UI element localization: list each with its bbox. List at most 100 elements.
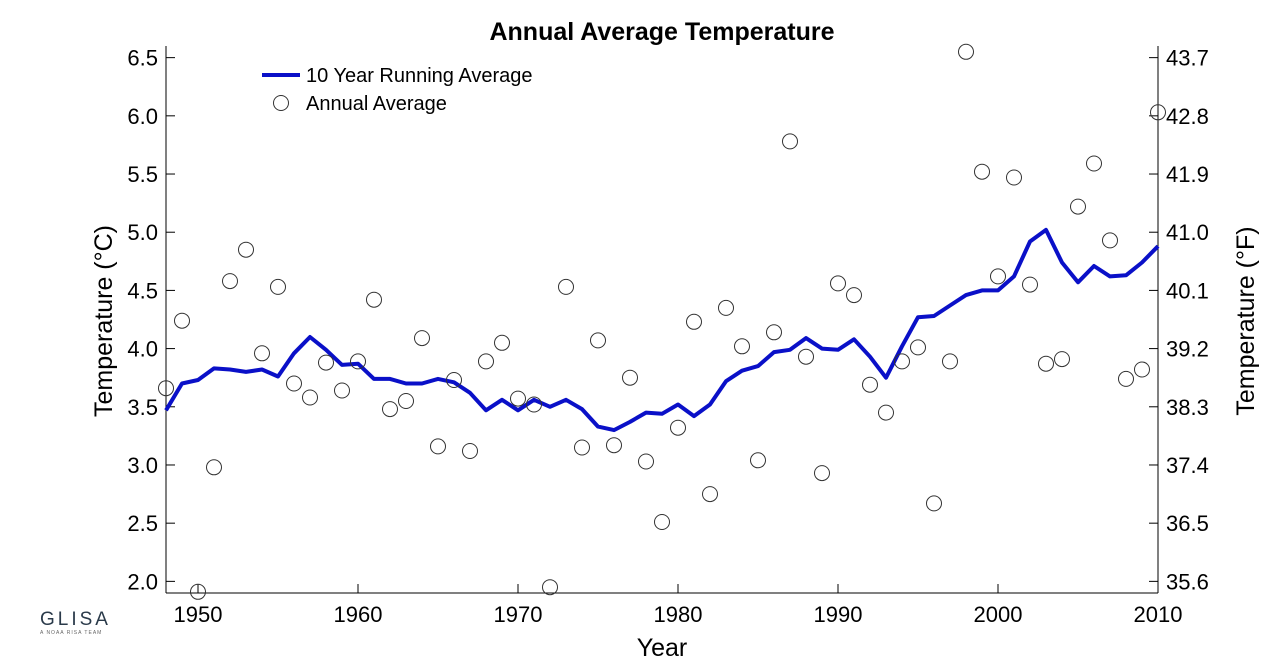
annual-average-point <box>542 579 558 596</box>
annual-average-point <box>942 353 958 370</box>
annual-average-point <box>350 353 366 370</box>
y-right-tick-label: 36.5 <box>1166 511 1209 536</box>
annual-average-point <box>1054 351 1070 368</box>
annual-average-point <box>1070 198 1086 215</box>
right-axis: 35.6 36.5 37.4 38.3 39.2 40.1 41.0 41.9 42.8 43.7 <box>1149 46 1209 594</box>
annual-average-point <box>814 465 830 482</box>
annual-average-point <box>654 514 670 530</box>
annual-average-point <box>606 437 622 454</box>
y-tick-label: 6.5 <box>127 46 158 71</box>
annual-average-point <box>958 43 974 60</box>
x-tick-label: 2000 <box>974 602 1023 627</box>
annual-average-point <box>910 339 926 356</box>
annual-average-point <box>574 439 590 456</box>
annual-average-point <box>1118 370 1134 387</box>
annual-average-point <box>414 330 430 347</box>
annual-average-point <box>382 401 398 418</box>
y-tick-label: 2.5 <box>127 511 158 536</box>
legend-label-running-average: 10 Year Running Average <box>306 65 533 87</box>
annual-average-point <box>830 275 846 292</box>
annual-average-point <box>270 278 286 295</box>
y-tick-label: 4.0 <box>127 337 158 362</box>
glisa-logo: GLISA A NOAA RISA TEAM <box>40 609 111 637</box>
left-axis: 2.0 2.5 3.0 3.5 4.0 4.5 5.0 5.5 6.0 6.5 <box>127 46 175 594</box>
annual-average-point <box>302 389 318 406</box>
series-layer <box>158 43 1166 600</box>
annual-average-point <box>190 583 206 600</box>
annual-average-point <box>846 287 862 304</box>
annual-average-point <box>702 486 718 503</box>
x-tick-label: 1980 <box>654 602 703 627</box>
annual-average-point <box>1006 169 1022 186</box>
annual-average-point <box>334 382 350 399</box>
x-axis: 1950 1960 1970 1980 1990 2000 2010 <box>174 584 1182 627</box>
annual-average-point <box>158 380 174 397</box>
annual-average-point <box>558 278 574 295</box>
annual-average-point <box>254 345 270 362</box>
plot-area <box>165 46 1159 594</box>
annual-average-point <box>718 299 734 316</box>
x-tick-label: 1960 <box>334 602 383 627</box>
annual-average-point <box>286 375 302 392</box>
x-tick-label: 1950 <box>174 602 223 627</box>
annual-average-point <box>222 273 238 290</box>
annual-average-point <box>622 369 638 386</box>
annual-average-point <box>526 396 542 413</box>
y-right-tick-label: 41.9 <box>1166 162 1209 187</box>
y-axis-label-left: Temperature (°C) <box>90 225 118 417</box>
annual-average-point <box>670 419 686 436</box>
y-tick-label: 3.5 <box>127 395 158 420</box>
logo-name: GLISA <box>40 609 111 630</box>
y-right-tick-label: 39.2 <box>1166 337 1209 362</box>
annual-average-point <box>734 338 750 355</box>
y-right-tick-label: 40.1 <box>1166 278 1209 303</box>
annual-average-point <box>1022 276 1038 293</box>
annual-average-point <box>974 163 990 180</box>
annual-average-point <box>206 459 222 476</box>
y-tick-label: 3.0 <box>127 453 158 478</box>
annual-average-point <box>1086 155 1102 172</box>
annual-average-point <box>494 334 510 351</box>
x-tick-label: 1970 <box>494 602 543 627</box>
annual-average-point <box>590 332 606 349</box>
y-tick-label: 2.0 <box>127 569 158 594</box>
y-axis-label-right: Temperature (°F) <box>1232 226 1260 415</box>
annual-average-point <box>990 268 1006 285</box>
annual-average-point <box>510 390 526 407</box>
legend-label-annual-average: Annual Average <box>306 93 447 115</box>
annual-average-point <box>1134 361 1150 378</box>
y-tick-label: 4.5 <box>127 278 158 303</box>
legend-marker-swatch <box>273 95 289 111</box>
annual-average-point <box>430 438 446 455</box>
annual-average-point <box>862 376 878 393</box>
annual-average-point <box>174 312 190 329</box>
annual-average-point <box>878 404 894 421</box>
y-right-tick-label: 43.7 <box>1166 46 1209 71</box>
annual-average-point <box>1150 104 1166 121</box>
y-tick-label: 5.0 <box>127 220 158 245</box>
annual-average-point <box>366 291 382 308</box>
annual-average-point <box>638 453 654 470</box>
y-tick-label: 5.5 <box>127 162 158 187</box>
logo-tagline: A NOAA RISA TEAM <box>40 630 103 636</box>
annual-average-point <box>238 241 254 258</box>
x-axis-label: Year <box>637 634 688 662</box>
annual-average-point <box>1038 355 1054 372</box>
annual-average-point <box>686 313 702 330</box>
annual-average-point <box>894 353 910 370</box>
y-right-tick-label: 41.0 <box>1166 220 1209 245</box>
chart-title: Annual Average Temperature <box>489 18 834 46</box>
annual-average-point <box>462 443 478 459</box>
annual-average-point <box>478 353 494 370</box>
x-tick-label: 1990 <box>814 602 863 627</box>
annual-average-point <box>318 354 334 371</box>
annual-average-point <box>398 393 414 409</box>
legend: 10 Year Running Average Annual Average <box>262 65 533 115</box>
y-right-tick-label: 37.4 <box>1166 453 1209 478</box>
y-right-tick-label: 35.6 <box>1166 569 1209 594</box>
y-right-tick-label: 38.3 <box>1166 395 1209 420</box>
y-right-tick-label: 42.8 <box>1166 104 1209 129</box>
annual-average-point <box>750 452 766 469</box>
annual-average-point <box>926 495 942 512</box>
